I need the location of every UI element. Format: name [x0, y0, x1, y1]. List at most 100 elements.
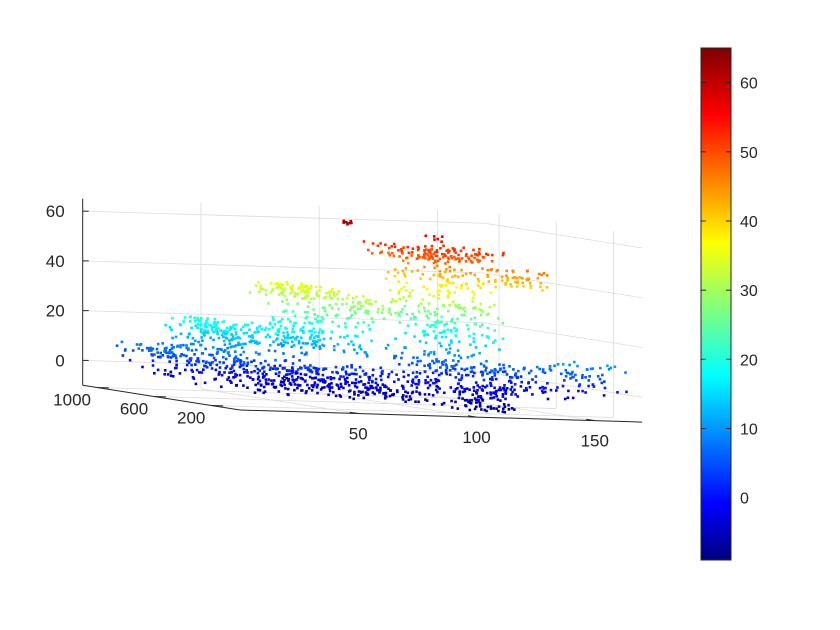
data-point [320, 378, 323, 381]
data-point [429, 251, 432, 254]
data-point [270, 382, 274, 386]
data-point [538, 367, 542, 371]
data-point [433, 381, 437, 385]
data-point [601, 373, 604, 377]
data-point [463, 368, 466, 372]
data-point [616, 391, 619, 394]
data-point [316, 391, 319, 395]
data-point [288, 381, 292, 385]
data-point [379, 366, 383, 370]
y-tick-label: 1000 [53, 391, 91, 410]
data-points [115, 219, 628, 414]
x-tick-label: 100 [462, 428, 490, 447]
data-point [250, 370, 253, 374]
data-point [301, 329, 305, 333]
data-point [305, 390, 308, 393]
data-point [444, 262, 447, 265]
data-point [553, 364, 556, 368]
data-point [283, 366, 286, 370]
data-point [246, 375, 249, 378]
data-point [441, 363, 444, 367]
data-point [507, 408, 511, 411]
data-point [436, 390, 439, 394]
data-point [497, 388, 501, 392]
colorbar-tick-label: 60 [740, 76, 758, 93]
data-point [397, 312, 400, 315]
data-point [479, 313, 483, 317]
data-point [581, 373, 584, 377]
data-point [337, 291, 340, 294]
data-point [416, 356, 419, 360]
data-point [569, 372, 572, 376]
data-point [431, 359, 434, 363]
data-point [455, 363, 458, 366]
data-point [254, 351, 258, 354]
data-point [242, 332, 246, 335]
data-point [256, 342, 259, 346]
data-point [504, 389, 508, 392]
data-point [365, 309, 368, 312]
data-point [312, 308, 315, 311]
data-point [469, 402, 473, 405]
data-point [232, 323, 235, 327]
data-point [285, 336, 289, 340]
data-point [286, 331, 289, 334]
data-point [454, 274, 457, 277]
data-point [514, 280, 517, 284]
data-point [169, 370, 172, 374]
data-point [318, 347, 322, 350]
data-point [390, 370, 394, 374]
data-point [412, 356, 415, 359]
data-point [392, 299, 395, 303]
grid-line-z-side [484, 322, 643, 348]
data-point [436, 319, 439, 323]
data-point [274, 385, 278, 389]
data-point [473, 293, 476, 296]
data-point [330, 306, 334, 310]
data-point [407, 363, 411, 367]
data-point [425, 333, 428, 336]
data-point [283, 379, 286, 382]
data-point [368, 378, 371, 381]
data-point [276, 282, 279, 285]
data-point [362, 295, 365, 298]
data-point [394, 311, 397, 315]
data-point [364, 301, 368, 304]
data-point [224, 357, 228, 361]
data-point [299, 377, 303, 380]
data-point [478, 308, 481, 311]
data-point [390, 251, 394, 255]
data-point [300, 289, 304, 293]
data-point [415, 375, 419, 378]
data-point [498, 363, 501, 366]
data-point [467, 327, 470, 331]
data-point [393, 380, 396, 384]
data-point [299, 372, 303, 376]
data-point [410, 384, 413, 387]
data-point [511, 390, 514, 394]
data-point [226, 346, 229, 350]
data-point [411, 251, 414, 254]
data-point [384, 243, 387, 247]
data-point [397, 378, 400, 381]
data-point [252, 359, 256, 362]
data-point [139, 342, 143, 346]
data-point [287, 317, 290, 321]
data-point [574, 373, 577, 377]
data-point [384, 277, 388, 280]
data-point [156, 342, 160, 346]
data-point [328, 387, 331, 390]
data-point [451, 300, 455, 303]
data-point [304, 391, 308, 395]
data-point [496, 398, 500, 401]
data-point [362, 321, 365, 324]
data-point [478, 401, 482, 405]
data-point [422, 254, 426, 257]
data-point [298, 384, 302, 387]
data-point [602, 394, 606, 397]
data-point [363, 383, 367, 386]
data-point [404, 299, 408, 303]
data-point [284, 387, 287, 390]
data-point [441, 276, 445, 279]
data-point [274, 372, 278, 375]
